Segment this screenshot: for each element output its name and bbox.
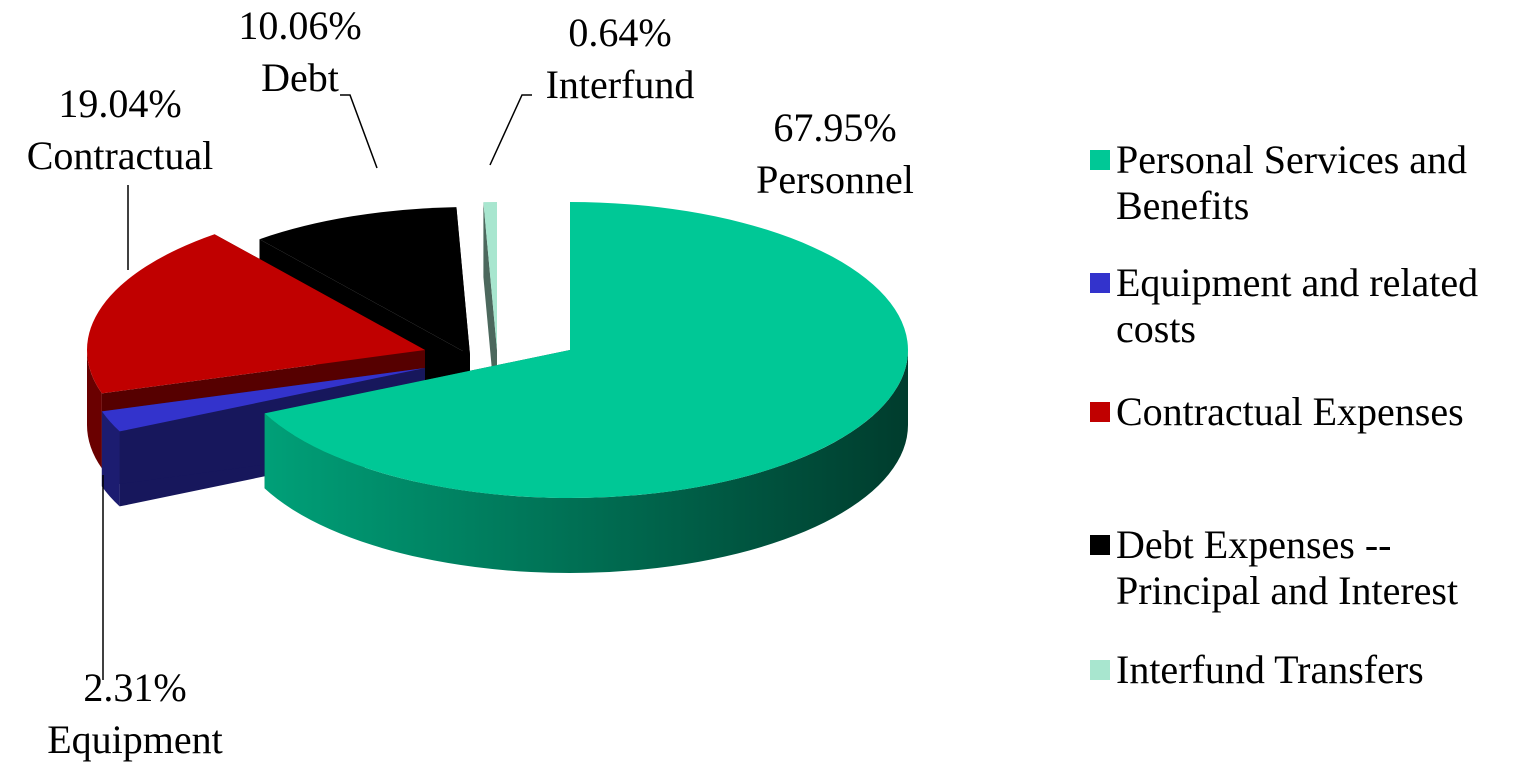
legend-label: Equipment and related costs (1116, 260, 1479, 351)
data-label-name: Equipment (47, 717, 223, 762)
legend-item: Debt Expenses -- Principal and Interest (1090, 522, 1528, 614)
data-label: 67.95% (773, 105, 896, 150)
legend-swatch (1090, 273, 1110, 293)
legend-item: Equipment and related costs (1090, 260, 1528, 352)
legend-swatch (1090, 402, 1110, 422)
slice (264, 202, 909, 574)
legend-item: Contractual Expenses (1090, 389, 1528, 435)
slice-wall (264, 350, 909, 574)
data-label: 19.04% (58, 81, 181, 126)
legend-item: Interfund Transfers (1090, 647, 1528, 693)
legend-swatch (1090, 535, 1110, 555)
slice-top (87, 234, 426, 394)
legend-label: Contractual Expenses (1116, 389, 1464, 434)
legend-item: Personal Services and Benefits (1090, 137, 1528, 229)
legend-label: Debt Expenses -- Principal and Interest (1116, 522, 1459, 613)
slice-top (483, 202, 497, 350)
legend-swatch (1090, 150, 1110, 170)
legend-label: Personal Services and Benefits (1116, 137, 1468, 228)
data-label-name: Debt (261, 55, 339, 100)
data-label-name: Interfund (546, 62, 695, 107)
slice-wall (87, 350, 102, 469)
chart: 67.95% Personnel 2.31% Equipment 19.04% Contr… (27, 3, 914, 762)
slice-wall (101, 411, 120, 507)
leader-line (489, 94, 532, 166)
slice-top (264, 202, 909, 498)
data-label: 10.06% (238, 3, 361, 48)
legend: Personal Services and Benefits Equipment … (1090, 0, 1530, 765)
slice-top (259, 207, 470, 355)
data-label: 0.64% (568, 10, 671, 55)
data-label-name: Contractual (27, 133, 214, 178)
legend-label: Interfund Transfers (1116, 647, 1424, 692)
legend-swatch (1090, 660, 1110, 680)
slice-top (101, 368, 425, 432)
data-label: 2.31% (83, 665, 186, 710)
leader-line (340, 94, 378, 169)
data-label-name: Personnel (756, 157, 914, 202)
